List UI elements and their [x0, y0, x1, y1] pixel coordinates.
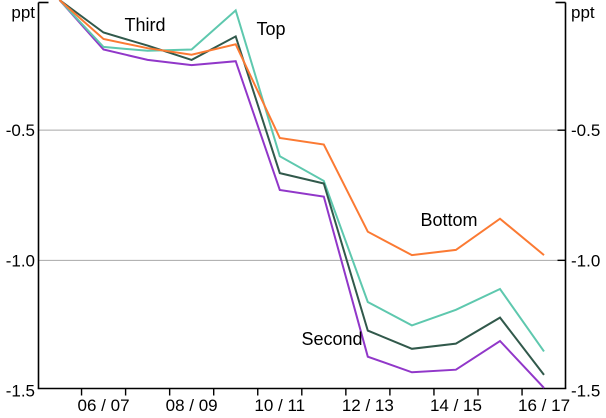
series-line-bottom [58, 0, 545, 257]
x-tick-label: 12 / 13 [342, 396, 394, 415]
y-tick-label-left: -1.0 [6, 251, 35, 270]
y-tick-label-right: -0.5 [571, 121, 600, 140]
y-tick-label-right: -1.5 [571, 382, 600, 401]
x-tick-label: 16 / 17 [518, 396, 570, 415]
x-tick-label: 08 / 09 [166, 396, 218, 415]
y-tick-label-right: -1.0 [571, 251, 600, 270]
x-tick-label: 14 / 15 [430, 396, 482, 415]
y-tick-label-left: -1.5 [6, 382, 35, 401]
series-line-second [58, 0, 545, 389]
unit-label-right: ppt [571, 3, 595, 22]
series-label-third: Third [124, 15, 165, 35]
unit-label-left: ppt [11, 3, 35, 22]
series-label-second: Second [301, 329, 362, 349]
x-tick-label: 06 / 07 [78, 396, 130, 415]
series-label-top: Top [256, 19, 285, 39]
y-tick-label-left: -0.5 [6, 121, 35, 140]
series-line-top [58, 0, 545, 352]
series-label-bottom: Bottom [420, 210, 477, 230]
x-tick-label: 10 / 11 [254, 396, 305, 415]
series-line-third [58, 0, 545, 376]
